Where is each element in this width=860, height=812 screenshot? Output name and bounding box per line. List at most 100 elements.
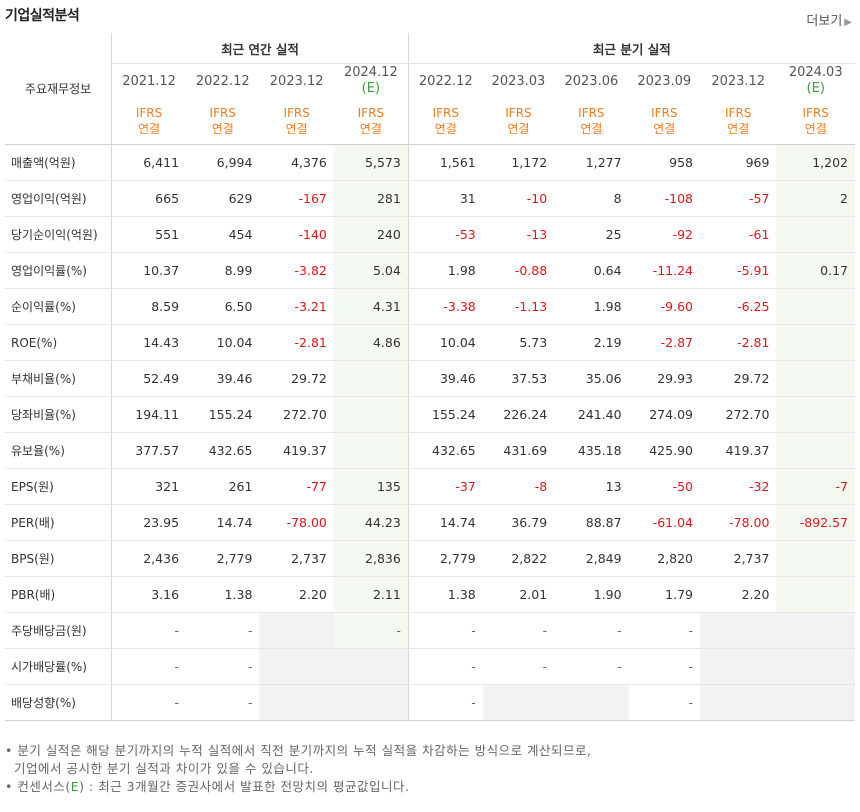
data-cell: 29.72 — [259, 360, 334, 397]
data-cell: - — [186, 684, 260, 721]
data-cell: -140 — [259, 216, 334, 253]
estimate-mark: (E) — [806, 81, 825, 96]
quarter-group-header: 최근 분기 실적 — [408, 33, 855, 64]
data-cell: 2,822 — [482, 540, 555, 577]
data-cell — [776, 360, 855, 397]
data-cell: 2,836 — [333, 540, 409, 577]
data-cell — [776, 648, 855, 685]
footnote-2-pre: 컨센서스( — [17, 779, 71, 794]
data-cell: 2,779 — [186, 540, 260, 577]
data-cell: 5.04 — [333, 252, 409, 289]
data-cell: 39.46 — [408, 360, 483, 397]
data-cell: -37 — [408, 468, 483, 505]
data-cell: 1.38 — [186, 576, 260, 613]
row-label: 주당배당금(원) — [5, 612, 113, 649]
period-header: 2024.12 (E) — [333, 63, 409, 98]
period-date: 2024.12 — [343, 65, 398, 80]
data-cell: -167 — [259, 180, 334, 217]
data-cell: -3.82 — [259, 252, 334, 289]
footnote-1-cont: 기업에서 공시한 분기 실적과 차이가 있을 수 있습니다. — [14, 761, 314, 776]
data-cell: 1.38 — [408, 576, 483, 613]
data-cell: 5,573 — [333, 144, 409, 181]
row-label: 매출액(억원) — [5, 144, 113, 181]
data-cell: 35.06 — [554, 360, 629, 397]
data-cell: 2.19 — [554, 324, 629, 361]
consolidated-label: 연결 — [359, 122, 382, 136]
data-cell — [333, 396, 409, 433]
data-cell: 454 — [186, 216, 260, 253]
data-cell: -6.25 — [699, 288, 777, 325]
data-cell: 10.04 — [408, 324, 483, 361]
data-cell — [776, 396, 855, 433]
data-cell: -61.04 — [628, 504, 700, 541]
data-cell: 272.70 — [259, 396, 334, 433]
footnote-1: • 분기 실적은 해당 분기까지의 누적 실적에서 직전 분기까지의 누적 실적… — [5, 743, 592, 758]
table-row: 시가배당률(%) - - - - - - — [5, 648, 855, 685]
data-cell: -61 — [699, 216, 777, 253]
data-cell — [333, 360, 409, 397]
table-row: 매출액(억원) 6,411 6,994 4,376 5,573 1,561 1,172 1,2… — [5, 144, 855, 181]
row-label: 시가배당률(%) — [5, 648, 113, 685]
row-label: PER(배) — [5, 504, 113, 541]
ifrs-label: IFRS — [651, 106, 678, 120]
data-cell: -7 — [776, 468, 855, 505]
data-cell: 10.04 — [186, 324, 260, 361]
consolidated-label: 연결 — [138, 122, 161, 136]
consolidated-label: 연결 — [434, 122, 457, 136]
data-cell — [776, 432, 855, 469]
data-cell: - — [408, 684, 483, 721]
data-cell: 240 — [333, 216, 409, 253]
ifrs-label: IFRS — [505, 106, 532, 120]
data-cell: 1,172 — [482, 144, 555, 181]
data-cell: - — [408, 612, 483, 649]
row-label: 당기순이익(억원) — [5, 216, 113, 253]
table-row: 당좌비율(%) 194.11 155.24 272.70 155.24 226.24 241… — [5, 396, 855, 433]
consolidated-label: 연결 — [285, 122, 308, 136]
data-cell: -5.91 — [699, 252, 777, 289]
footnote-1-text: 분기 실적은 해당 분기까지의 누적 실적에서 직전 분기까지의 누적 실적을 … — [17, 743, 592, 758]
data-cell — [482, 684, 555, 721]
data-cell — [333, 684, 409, 721]
data-cell: 2,849 — [554, 540, 629, 577]
data-cell: -78.00 — [259, 504, 334, 541]
period-header: 2023.12 — [699, 63, 777, 98]
data-cell — [259, 684, 334, 721]
ifrs-badge: IFRS 연결 — [628, 98, 700, 145]
data-cell: -892.57 — [776, 504, 855, 541]
data-cell: 2.20 — [259, 576, 334, 613]
table-row: 주당배당금(원) - - - - - - - — [5, 612, 855, 649]
table-row: PER(배) 23.95 14.74 -78.00 44.23 14.74 36.79 88.… — [5, 504, 855, 541]
data-cell: 1.98 — [408, 252, 483, 289]
data-cell: -10 — [482, 180, 555, 217]
period-header: 2022.12 — [186, 63, 260, 98]
ifrs-badge: IFRS 연결 — [776, 98, 855, 145]
ifrs-badge: IFRS 연결 — [554, 98, 629, 145]
footnote-2-post: ) : 최근 3개월간 증권사에서 발표한 전망치의 평균값입니다. — [79, 779, 410, 794]
data-cell: 1.79 — [628, 576, 700, 613]
data-cell: - — [111, 648, 187, 685]
data-cell: -108 — [628, 180, 700, 217]
data-cell: 2,737 — [259, 540, 334, 577]
data-cell: - — [554, 612, 629, 649]
data-cell: 2,779 — [408, 540, 483, 577]
ifrs-badge: IFRS 연결 — [408, 98, 483, 145]
row-label: 순이익률(%) — [5, 288, 113, 325]
data-cell: 52.49 — [111, 360, 187, 397]
data-cell: - — [628, 612, 700, 649]
data-cell: 155.24 — [408, 396, 483, 433]
data-cell — [776, 576, 855, 613]
data-cell: 37.53 — [482, 360, 555, 397]
data-cell: 4.31 — [333, 288, 409, 325]
ifrs-badge: IFRS 연결 — [699, 98, 777, 145]
data-cell: 261 — [186, 468, 260, 505]
annual-group-header: 최근 연간 실적 — [111, 33, 409, 64]
data-cell: 6.50 — [186, 288, 260, 325]
data-cell — [333, 432, 409, 469]
ifrs-label: IFRS — [135, 106, 163, 120]
data-cell: 8.59 — [111, 288, 187, 325]
row-label: 영업이익률(%) — [5, 252, 113, 289]
data-cell: 4,376 — [259, 144, 334, 181]
data-cell: -78.00 — [699, 504, 777, 541]
more-link[interactable]: 더보기 ▶ — [806, 10, 852, 29]
data-cell: 155.24 — [186, 396, 260, 433]
